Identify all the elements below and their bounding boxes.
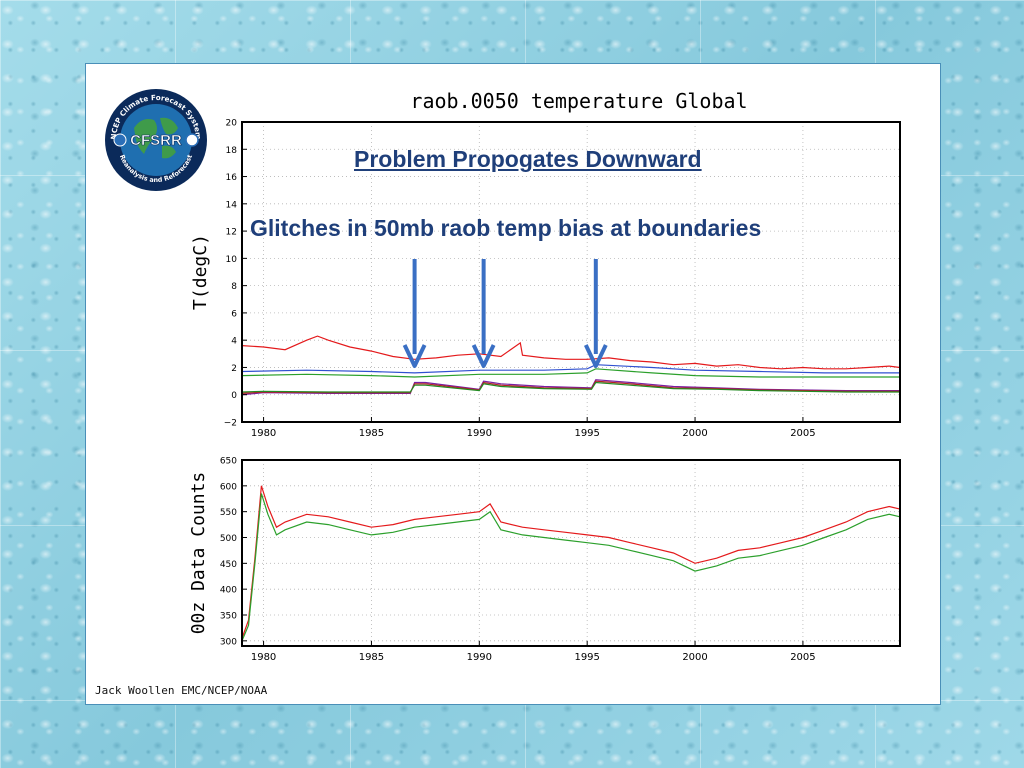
- x-tick-label: 1990: [467, 428, 492, 439]
- series-line-darkgreen: [241, 381, 900, 393]
- x-tick-label: 2005: [790, 652, 815, 663]
- arrow-head: [471, 344, 496, 368]
- y-tick-label: −2: [224, 419, 237, 429]
- y-tick-label: 0: [231, 391, 237, 401]
- slide-panel: −2 0 2 4 6 8 10 12 14 16 18 20 1980 1985 1990 1995 2000 2…: [85, 63, 941, 705]
- plot-frame: [241, 121, 901, 423]
- down-arrow: [584, 259, 608, 368]
- y-tick-label: 500: [220, 534, 237, 544]
- y-tick-label: 6: [231, 309, 237, 319]
- down-arrow: [402, 259, 427, 368]
- series-line-green: [241, 368, 900, 378]
- arrow-head: [584, 344, 608, 368]
- y-tick-label: 18: [226, 146, 238, 156]
- x-tick-label: 1985: [359, 428, 384, 439]
- panel-1: −2 0 2 4 6 8 10 12 14 16 18 20 1980 1985 1990 1995 2000 2…: [190, 89, 901, 439]
- x-tick-label: 1990: [467, 652, 492, 663]
- series-line-purple: [241, 379, 900, 396]
- down-arrow: [471, 259, 496, 368]
- y-tick-label: 350: [220, 612, 237, 622]
- y-tick-label: 550: [220, 508, 237, 518]
- nws-emblem-icon: [185, 133, 199, 147]
- overlay-subtitle: Glitches in 50mb raob temp bias at bound…: [250, 215, 762, 241]
- cfsrr-logo: NCEP Climate Forecast System Reanalysis …: [105, 89, 207, 191]
- y-tick-label: 2: [231, 364, 237, 374]
- noaa-emblem-icon: [113, 133, 127, 147]
- logo-main-text: CFSRR: [130, 132, 182, 149]
- y-tick-label: 650: [220, 457, 237, 467]
- series-line-red: [241, 485, 901, 639]
- overlay-title: Problem Propogates Downward: [354, 146, 702, 172]
- x-tick-label: 1985: [359, 652, 384, 663]
- x-tick-label: 1980: [251, 652, 276, 663]
- x-tick-label: 1980: [251, 428, 276, 439]
- x-tick-label: 1995: [574, 428, 599, 439]
- x-tick-label: 2005: [790, 428, 815, 439]
- x-tick-label: 1995: [574, 652, 599, 663]
- y-axis-label: 00z Data Counts: [188, 472, 209, 635]
- y-tick-label: 400: [220, 586, 237, 596]
- plot-frame: [241, 459, 901, 647]
- y-tick-label: 600: [220, 482, 237, 492]
- y-tick-label: 16: [226, 173, 238, 183]
- panel-2: 300 350 400 450 500 550 600 650 1980 1985 1990 1995…: [188, 457, 901, 663]
- y-tick-label: 14: [226, 200, 238, 210]
- x-tick-label: 2000: [682, 652, 707, 663]
- y-tick-label: 4: [231, 337, 237, 347]
- series-line-red: [241, 335, 901, 370]
- y-tick-label: 10: [226, 255, 238, 265]
- x-tick-label: 2000: [682, 428, 707, 439]
- chart-title: raob.0050 temperature Global: [410, 89, 747, 113]
- y-tick-label: 20: [226, 119, 238, 129]
- chart-canvas: −2 0 2 4 6 8 10 12 14 16 18 20 1980 1985 1990 1995 2000 2…: [188, 89, 901, 663]
- y-tick-label: 300: [220, 637, 237, 647]
- y-tick-label: 8: [231, 282, 237, 292]
- credit-line: Jack Woollen EMC/NCEP/NOAA: [95, 684, 268, 697]
- y-axis-label: T(degC): [190, 234, 211, 310]
- series-line-green: [241, 493, 901, 642]
- series-line-blue: [241, 364, 900, 374]
- y-tick-label: 450: [220, 560, 237, 570]
- arrow-head: [402, 344, 427, 368]
- y-tick-label: 12: [226, 228, 237, 238]
